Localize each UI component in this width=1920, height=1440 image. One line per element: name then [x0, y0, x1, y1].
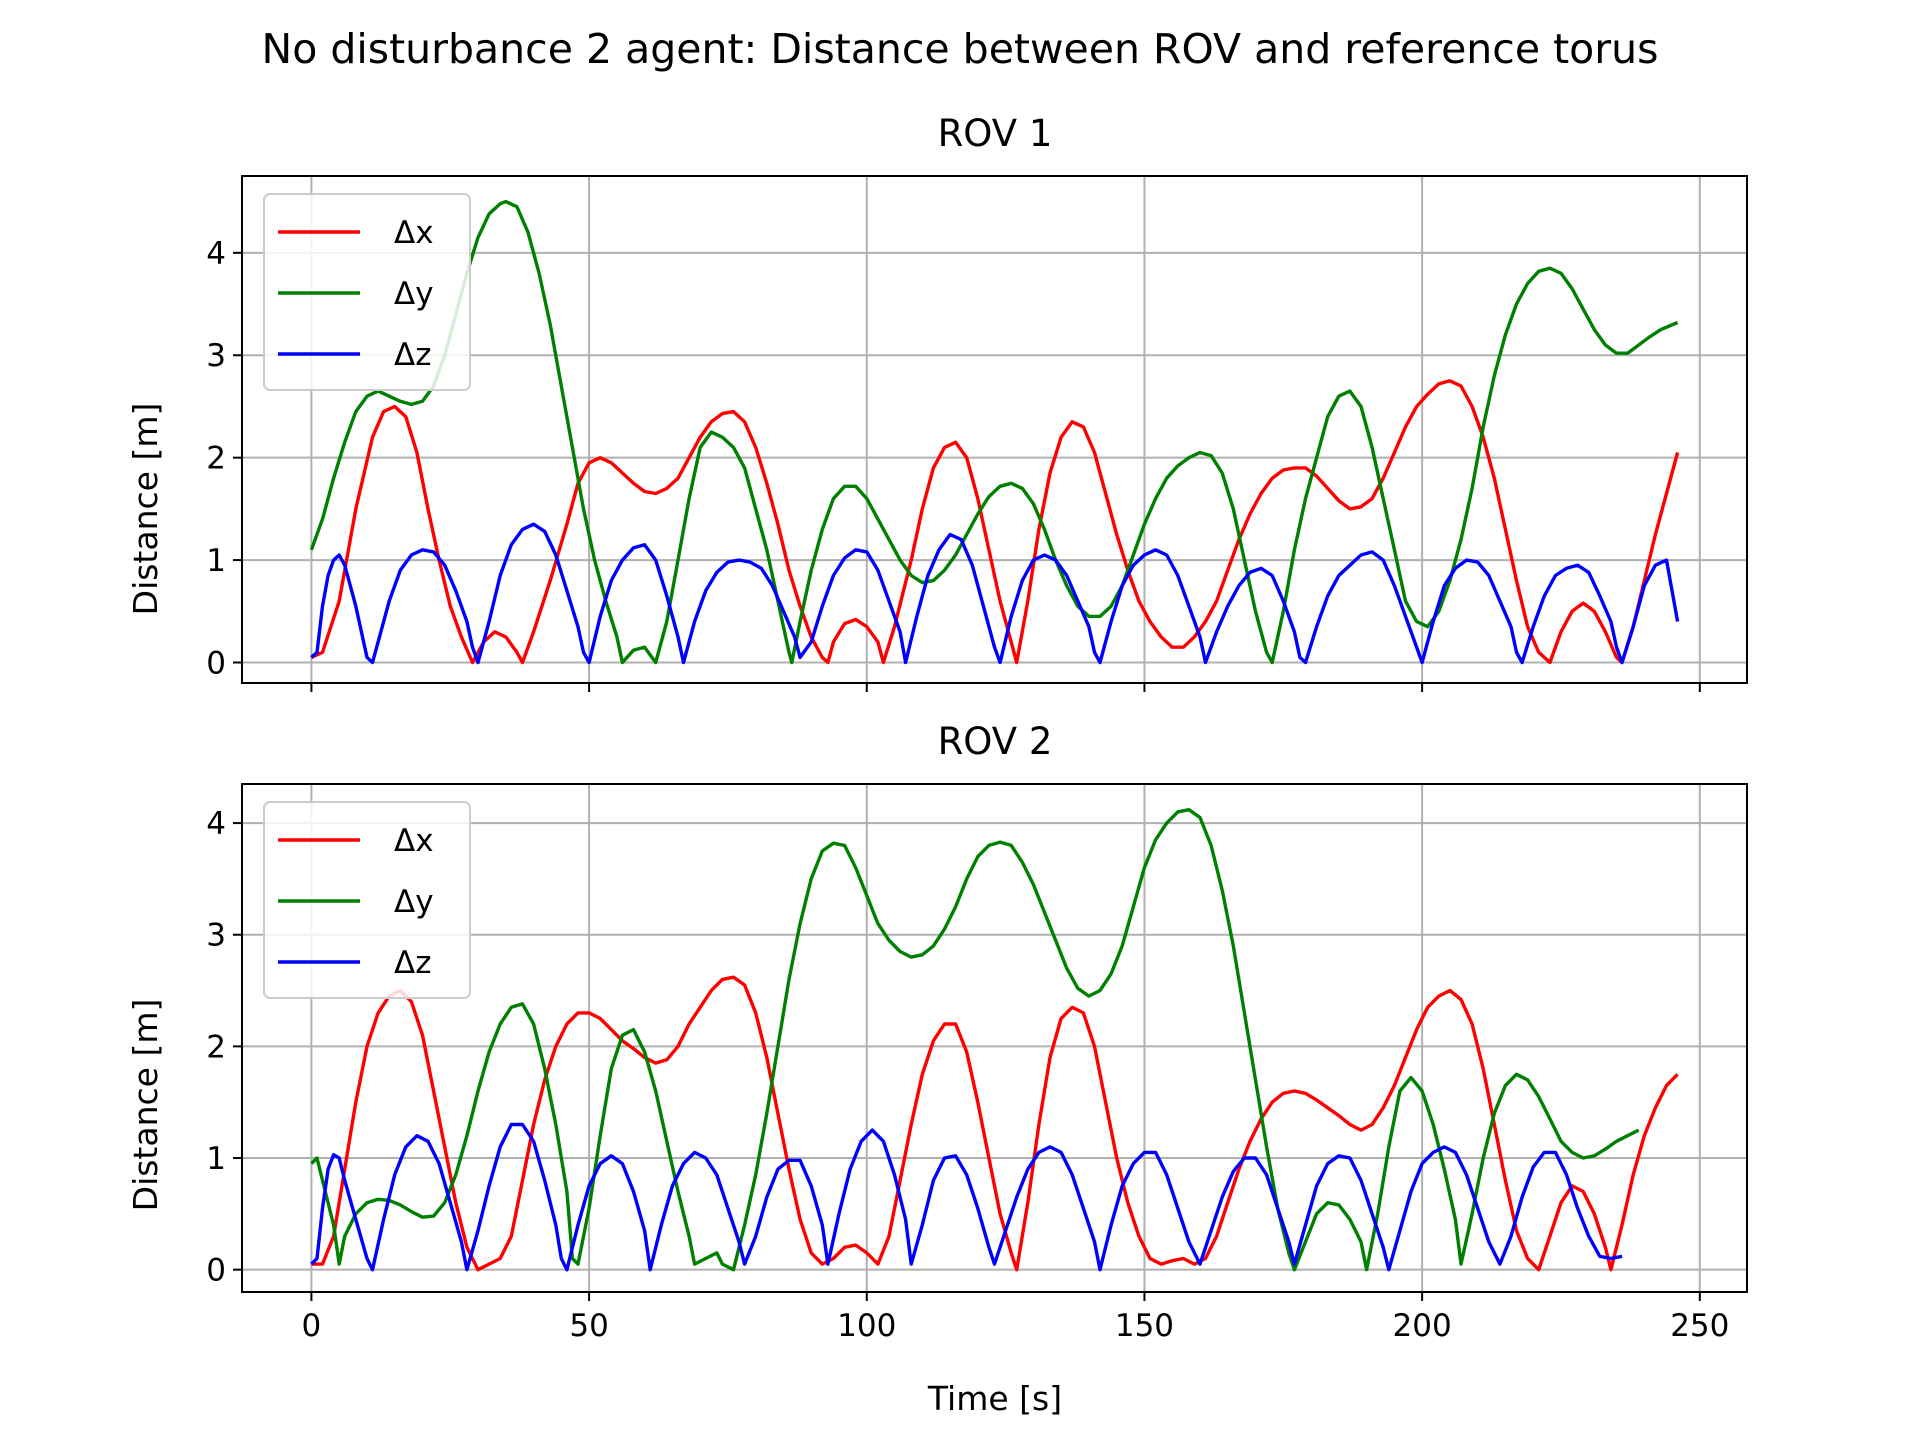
rov1-legend-label-dz: Δz [394, 337, 431, 373]
rov2-ytick-label-1: 1 [206, 1141, 226, 1177]
rov1-axes-frame [241, 175, 1748, 684]
rov2-lines [310, 808, 1679, 1272]
rov2-ticks: 0 50 100 150 200 250 0 1 2 3 4 [206, 806, 1729, 1344]
rov2-xtick-label-100: 100 [837, 1308, 896, 1344]
rov1-ticks: 0 1 2 3 4 [206, 236, 1701, 692]
rov1-panel: ROV 1 0 1 2 3 4 Distance [m] Δx Δy Δz [126, 112, 1748, 692]
rov2-axes-frame [241, 783, 1748, 1293]
rov2-xtick-label-200: 200 [1393, 1308, 1452, 1344]
rov1-legend-label-dx: Δx [394, 215, 434, 251]
rov1-lines [309, 199, 1680, 665]
rov2-title: ROV 2 [938, 720, 1053, 763]
rov2-xtick-label-150: 150 [1115, 1308, 1174, 1344]
rov2-legend-box [263, 801, 471, 999]
rov1-ytick-label-3: 3 [206, 338, 226, 374]
rov2-legend-label-dz: Δz [394, 945, 431, 981]
rov2-ytick-label-0: 0 [206, 1253, 226, 1289]
rov2-legend: Δx Δy Δz [263, 801, 471, 999]
rov1-series-dy-line [309, 199, 1679, 665]
rov1-legend-box [263, 193, 471, 391]
rov1-ytick-label-1: 1 [206, 543, 226, 579]
rov2-ylabel: Distance [m] [126, 999, 165, 1212]
rov1-legend: Δx Δy Δz [263, 193, 471, 391]
rov2-series-dx-line [311, 975, 1679, 1272]
rov1-ytick-label-0: 0 [206, 646, 226, 682]
rov2-series-dy-line [310, 808, 1640, 1272]
rov2-xtick-label-50: 50 [569, 1308, 608, 1344]
rov1-legend-label-dy: Δy [394, 276, 434, 312]
rov2-xtick-label-250: 250 [1670, 1308, 1729, 1344]
rov2-legend-label-dx: Δx [394, 823, 434, 859]
rov1-ylabel: Distance [m] [126, 403, 165, 616]
rov1-series-dz-line [310, 522, 1680, 665]
rov2-ytick-label-3: 3 [206, 918, 226, 954]
rov1-ytick-label-2: 2 [206, 441, 226, 477]
rov2-ytick-label-4: 4 [206, 806, 226, 842]
rov2-legend-label-dy: Δy [394, 884, 434, 920]
rov1-series-dx-line [310, 379, 1680, 665]
rov2-xtick-label-0: 0 [302, 1308, 322, 1344]
x-axis-title: Time [s] [927, 1379, 1062, 1418]
rov1-title: ROV 1 [938, 112, 1053, 155]
rov2-ytick-label-2: 2 [206, 1029, 226, 1065]
rov1-grid [242, 176, 1747, 683]
figure-suptitle: No disturbance 2 agent: Distance between… [262, 25, 1659, 73]
rov1-ytick-label-4: 4 [206, 236, 226, 272]
rov2-series-dz-line [310, 1122, 1623, 1272]
